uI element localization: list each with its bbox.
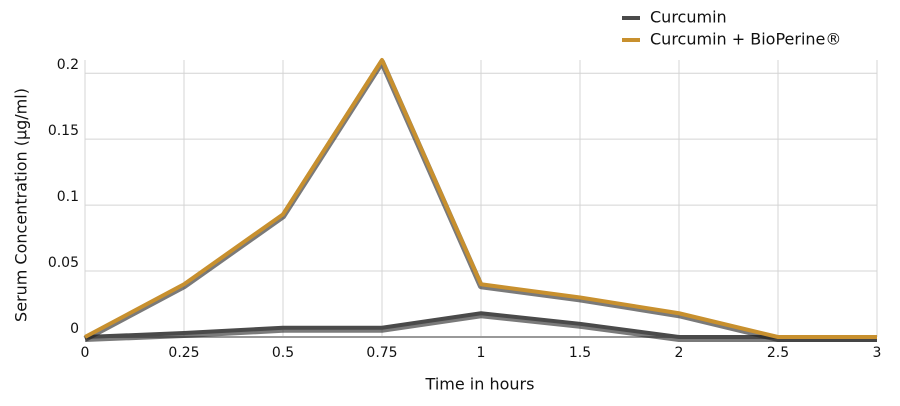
x-tick-label: 2: [675, 345, 684, 361]
x-tick-label: 0.25: [168, 345, 199, 361]
y-tick-label: 0.1: [57, 189, 79, 205]
y-tick-label: 0.05: [48, 255, 79, 271]
x-axis-title: Time in hours: [425, 375, 535, 394]
legend-label: Curcumin + BioPerine®: [650, 30, 841, 49]
x-tick-label: 1.5: [569, 345, 591, 361]
x-tick-label: 0.75: [366, 345, 397, 361]
x-tick-label: 2.5: [767, 345, 789, 361]
y-axis-title: Serum Concentration (µg/ml): [12, 88, 31, 322]
legend-label: Curcumin: [650, 8, 727, 27]
x-tick-label: 0.5: [272, 345, 294, 361]
x-tick-label: 1: [477, 345, 486, 361]
y-tick-label: 0.2: [57, 57, 79, 73]
x-tick-label: 0: [81, 345, 90, 361]
y-tick-label: 0.15: [48, 123, 79, 139]
series-line: [84, 311, 877, 339]
y-tick-label: 0: [70, 321, 79, 337]
series-line: [84, 58, 877, 339]
x-tick-label: 3: [873, 345, 882, 361]
